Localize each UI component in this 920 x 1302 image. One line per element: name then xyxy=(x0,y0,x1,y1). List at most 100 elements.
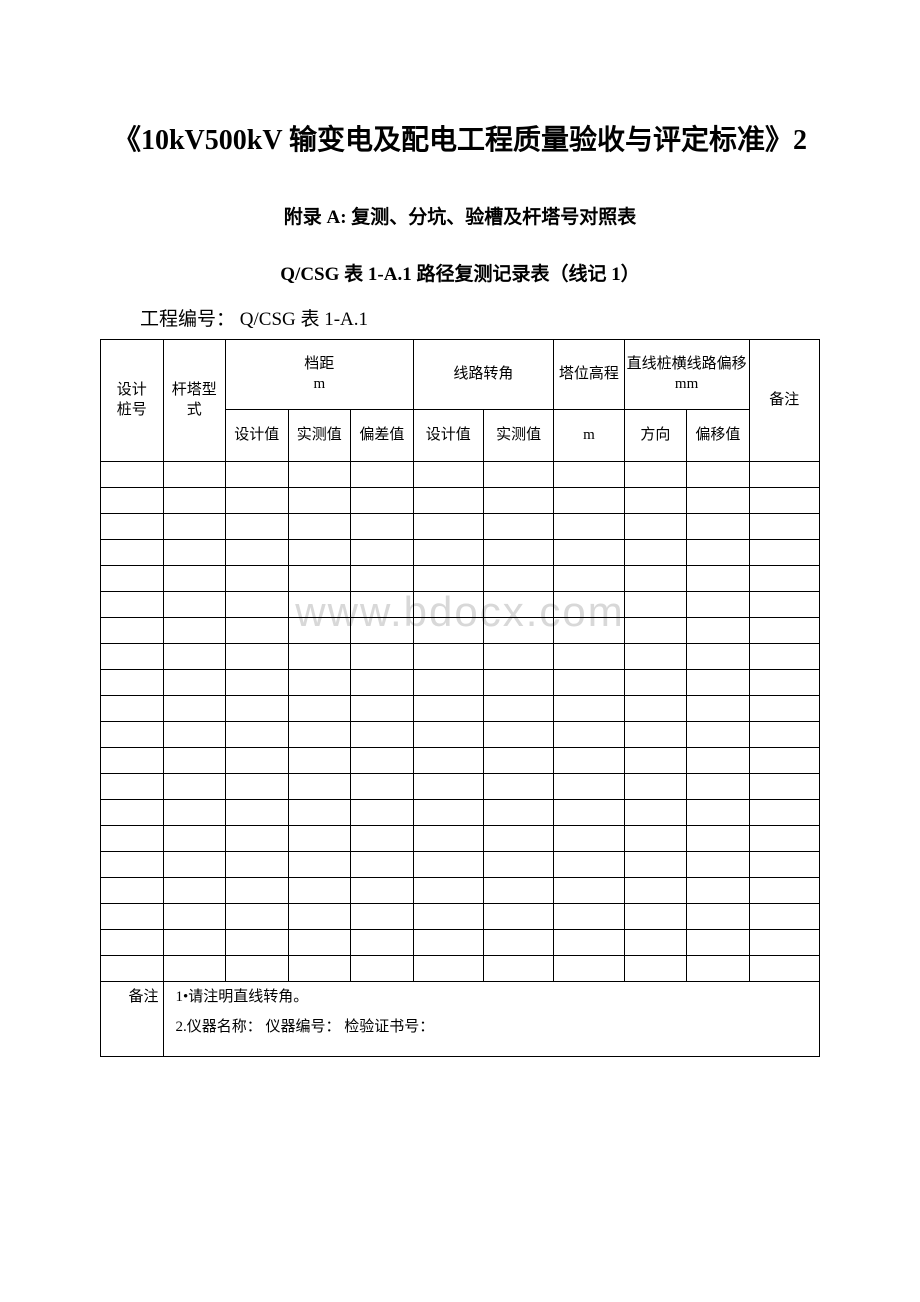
table-cell xyxy=(483,696,553,722)
table-row xyxy=(101,618,820,644)
table-cell xyxy=(554,956,624,982)
table-cell xyxy=(226,748,289,774)
table-cell xyxy=(554,800,624,826)
table-cell xyxy=(163,514,226,540)
table-cell xyxy=(749,514,819,540)
table-cell xyxy=(101,722,164,748)
table-row xyxy=(101,488,820,514)
table-cell xyxy=(101,514,164,540)
table-cell xyxy=(288,904,351,930)
header-m: m xyxy=(554,410,624,462)
table-cell xyxy=(288,696,351,722)
table-cell xyxy=(554,852,624,878)
table-cell xyxy=(163,488,226,514)
table-cell xyxy=(624,592,687,618)
table-cell xyxy=(163,904,226,930)
header-tower-elevation: 塔位高程 xyxy=(554,340,624,410)
table-cell xyxy=(288,488,351,514)
table-cell xyxy=(624,462,687,488)
table-cell xyxy=(101,748,164,774)
table-cell xyxy=(749,540,819,566)
table-cell xyxy=(483,566,553,592)
table-cell xyxy=(163,462,226,488)
table-cell xyxy=(413,748,483,774)
table-cell xyxy=(351,618,414,644)
table-cell xyxy=(483,644,553,670)
table-cell xyxy=(288,592,351,618)
table-cell xyxy=(749,644,819,670)
table-cell xyxy=(288,748,351,774)
header-measured-value-1: 实测值 xyxy=(288,410,351,462)
table-cell xyxy=(749,774,819,800)
header-tower-type: 杆塔型式 xyxy=(163,340,226,462)
table-cell xyxy=(226,618,289,644)
table-cell xyxy=(101,826,164,852)
table-cell xyxy=(288,930,351,956)
table-cell xyxy=(687,878,750,904)
table-cell xyxy=(226,644,289,670)
table-cell xyxy=(226,774,289,800)
note-label: 备注 xyxy=(101,982,164,1057)
table-cell xyxy=(554,644,624,670)
table-cell xyxy=(749,800,819,826)
table-cell xyxy=(687,826,750,852)
table-cell xyxy=(163,618,226,644)
table-row xyxy=(101,722,820,748)
table-cell xyxy=(288,878,351,904)
table-cell xyxy=(624,488,687,514)
table-row xyxy=(101,696,820,722)
table-cell xyxy=(101,800,164,826)
table-cell xyxy=(624,826,687,852)
table-cell xyxy=(413,930,483,956)
table-cell xyxy=(687,748,750,774)
table-cell xyxy=(483,878,553,904)
document-content: 《10kV500kV 输变电及配电工程质量验收与评定标准》2 附录 A: 复测、… xyxy=(100,120,820,1057)
table-cell xyxy=(163,592,226,618)
table-cell xyxy=(163,540,226,566)
table-cell xyxy=(624,566,687,592)
table-cell xyxy=(483,592,553,618)
table-cell xyxy=(288,670,351,696)
table-cell xyxy=(288,774,351,800)
table-cell xyxy=(483,722,553,748)
table-cell xyxy=(413,696,483,722)
table-cell xyxy=(101,592,164,618)
table-cell xyxy=(413,592,483,618)
table-cell xyxy=(351,930,414,956)
table-row xyxy=(101,956,820,982)
project-number: 工程编号： Q/CSG 表 1-A.1 xyxy=(140,304,820,331)
table-cell xyxy=(554,462,624,488)
table-cell xyxy=(413,852,483,878)
table-cell xyxy=(483,852,553,878)
table-cell xyxy=(624,670,687,696)
table-cell xyxy=(351,878,414,904)
table-cell xyxy=(554,826,624,852)
table-cell xyxy=(288,800,351,826)
table-cell xyxy=(288,644,351,670)
table-cell xyxy=(687,514,750,540)
table-cell xyxy=(749,852,819,878)
table-cell xyxy=(226,462,289,488)
table-cell xyxy=(624,852,687,878)
header-offset-value: 偏移值 xyxy=(687,410,750,462)
table-cell xyxy=(413,826,483,852)
table-cell xyxy=(624,722,687,748)
table-cell xyxy=(413,540,483,566)
table-cell xyxy=(483,904,553,930)
header-remark: 备注 xyxy=(749,340,819,462)
table-cell xyxy=(163,800,226,826)
table-cell xyxy=(413,670,483,696)
table-cell xyxy=(288,540,351,566)
table-cell xyxy=(163,956,226,982)
table-cell xyxy=(413,800,483,826)
table-cell xyxy=(163,774,226,800)
document-title: 《10kV500kV 输变电及配电工程质量验收与评定标准》2 xyxy=(100,120,820,162)
table-cell xyxy=(687,774,750,800)
table-row xyxy=(101,592,820,618)
table-cell xyxy=(483,800,553,826)
project-number-label: 工程编号： xyxy=(140,309,235,330)
table-cell xyxy=(413,488,483,514)
table-cell xyxy=(483,540,553,566)
table-cell xyxy=(351,488,414,514)
table-cell xyxy=(687,618,750,644)
